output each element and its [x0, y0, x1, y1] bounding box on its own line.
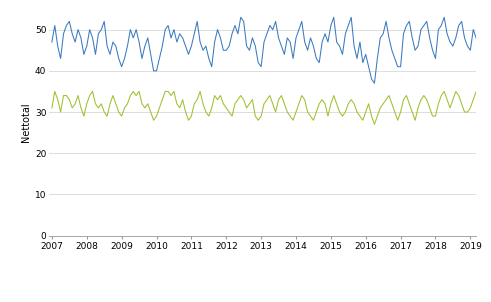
Penningsituation nu	[284, 110, 290, 114]
Möjligheter att spara inom 12 månader	[290, 57, 296, 60]
Möjligheter att spara inom 12 månader	[49, 40, 55, 44]
Penningsituation nu	[119, 114, 125, 118]
Möjligheter att spara inom 12 månader	[372, 81, 378, 85]
Möjligheter att spara inom 12 månader	[287, 40, 293, 44]
Penningsituation nu	[372, 123, 378, 126]
Penningsituation nu	[232, 102, 238, 106]
Y-axis label: Nettotal: Nettotal	[21, 102, 30, 142]
Line: Penningsituation nu: Penningsituation nu	[52, 79, 491, 124]
Penningsituation nu	[49, 106, 55, 110]
Möjligheter att spara inom 12 månader	[310, 44, 316, 48]
Möjligheter att spara inom 12 månader	[238, 15, 244, 19]
Möjligheter att spara inom 12 månader	[232, 24, 238, 27]
Penningsituation nu	[287, 114, 293, 118]
Möjligheter att spara inom 12 månader	[119, 65, 125, 69]
Line: Möjligheter att spara inom 12 månader: Möjligheter att spara inom 12 månader	[52, 17, 491, 83]
Penningsituation nu	[307, 114, 313, 118]
